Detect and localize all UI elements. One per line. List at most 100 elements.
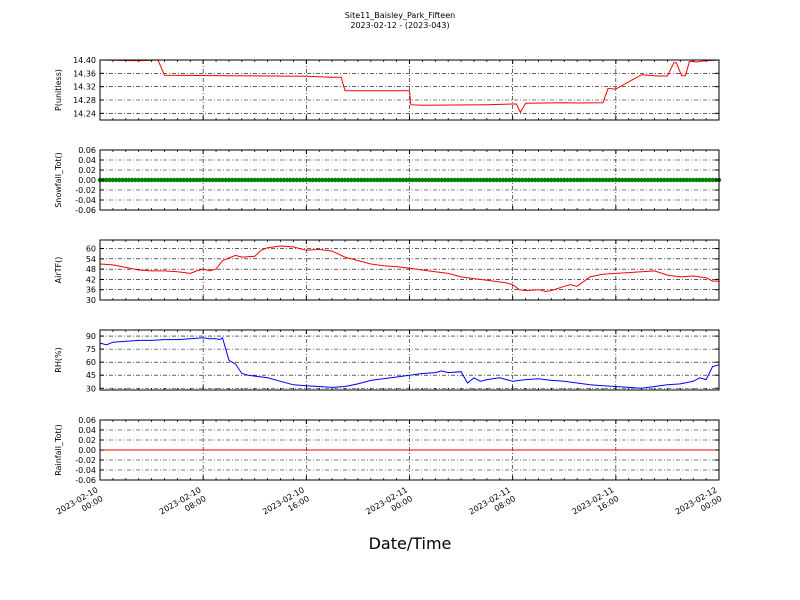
data-point	[104, 177, 109, 183]
data-point	[323, 177, 328, 183]
data-point	[674, 177, 680, 183]
data-point	[242, 177, 248, 183]
data-point	[236, 177, 241, 183]
data-point	[426, 177, 432, 183]
y-tick-label: 36	[86, 286, 96, 295]
data-point	[584, 177, 590, 183]
y-axis-label: Rainfall_Tot()	[54, 424, 63, 476]
data-point	[317, 177, 322, 183]
y-tick-label: 60	[86, 245, 96, 254]
data-point	[465, 177, 470, 183]
data-point	[452, 177, 457, 183]
data-point	[204, 177, 209, 183]
data-point	[362, 177, 367, 183]
data-point	[433, 177, 438, 183]
y-tick-label: 0.06	[78, 416, 96, 425]
data-point	[233, 177, 238, 183]
data-point	[355, 177, 361, 183]
data-point	[655, 177, 660, 183]
data-point	[246, 177, 251, 183]
y-tick-label: 14.36	[73, 69, 96, 78]
y-tick-label: 30	[86, 384, 96, 393]
data-point	[445, 177, 451, 183]
data-point	[207, 177, 212, 183]
data-point	[516, 177, 522, 183]
data-point	[661, 177, 667, 183]
data-point	[581, 177, 586, 183]
data-point	[555, 177, 561, 183]
data-point	[223, 177, 228, 183]
data-point	[620, 177, 625, 183]
data-point	[671, 177, 677, 183]
data-point	[429, 177, 435, 183]
data-point	[184, 177, 190, 183]
data-point	[652, 177, 657, 183]
data-point	[168, 177, 174, 183]
data-point	[607, 177, 612, 183]
data-point	[710, 177, 715, 183]
data-point	[294, 177, 299, 183]
data-point	[126, 177, 132, 183]
data-point	[568, 177, 573, 183]
data-point	[307, 177, 312, 183]
data-point	[475, 177, 480, 183]
data-point	[632, 177, 638, 183]
data-point	[188, 177, 193, 183]
data-point	[394, 177, 399, 183]
data-point	[491, 177, 496, 183]
data-point	[587, 177, 593, 183]
data-point	[300, 177, 306, 183]
series-line	[99, 59, 720, 114]
data-point	[691, 177, 696, 183]
data-point	[229, 177, 235, 183]
data-point	[478, 177, 483, 183]
data-point	[136, 177, 141, 183]
data-point	[304, 177, 309, 183]
data-point	[616, 177, 622, 183]
data-point	[175, 177, 180, 183]
data-point	[629, 177, 635, 183]
y-tick-label: 42	[86, 275, 96, 284]
y-tick-label: -0.04	[75, 466, 96, 475]
data-point	[707, 177, 712, 183]
data-point	[387, 177, 393, 183]
data-point	[165, 177, 170, 183]
data-point	[339, 177, 344, 183]
data-point	[368, 177, 374, 183]
data-point	[523, 177, 528, 183]
data-point	[284, 177, 290, 183]
data-point	[313, 177, 319, 183]
data-point	[297, 177, 303, 183]
data-point	[481, 177, 486, 183]
data-point	[130, 177, 135, 183]
data-point	[526, 177, 531, 183]
data-point	[668, 177, 673, 183]
data-point	[146, 177, 151, 183]
data-point	[200, 177, 206, 183]
data-point	[565, 177, 570, 183]
data-point	[133, 177, 138, 183]
data-point	[107, 177, 112, 183]
data-point	[613, 177, 619, 183]
data-point	[220, 177, 225, 183]
data-point	[288, 177, 293, 183]
data-point	[384, 177, 390, 183]
y-tick-label: 45	[86, 371, 96, 380]
data-point	[191, 177, 196, 183]
data-point	[678, 177, 683, 183]
data-point	[468, 177, 473, 183]
data-point	[404, 177, 409, 183]
data-point	[197, 177, 203, 183]
data-point	[603, 177, 609, 183]
data-point	[649, 177, 654, 183]
data-point	[375, 177, 380, 183]
data-point	[507, 177, 512, 183]
data-point	[687, 177, 693, 183]
y-tick-label: -0.06	[75, 476, 96, 485]
data-point	[594, 177, 599, 183]
